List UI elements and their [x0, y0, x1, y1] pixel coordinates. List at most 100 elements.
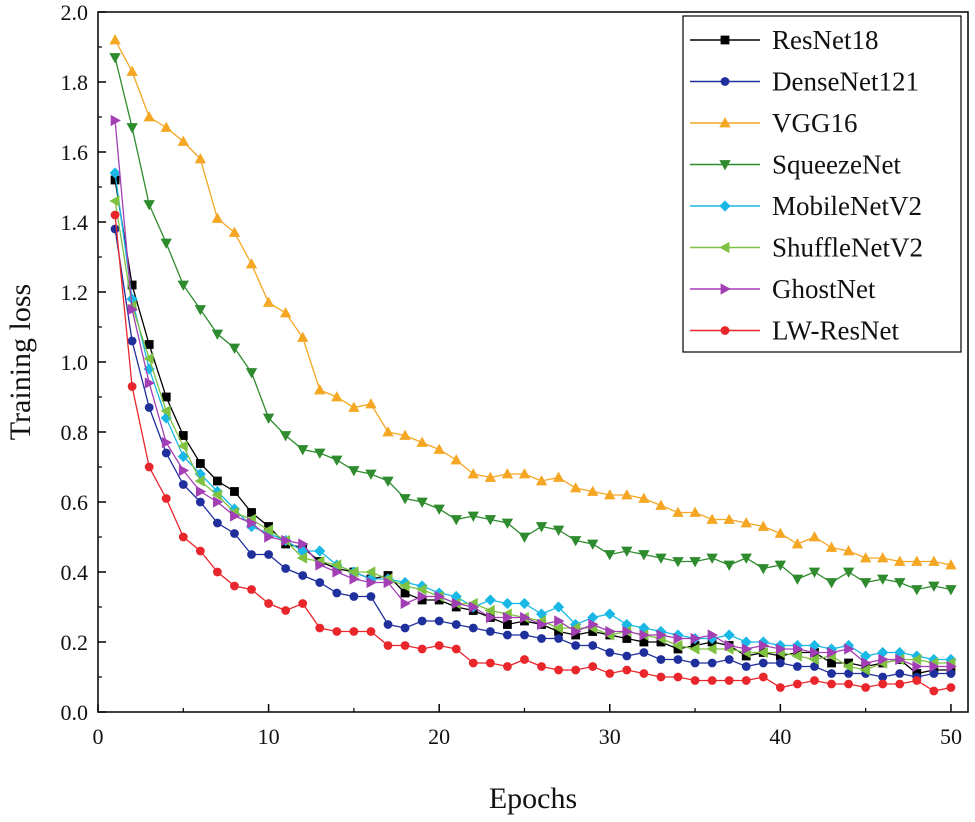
data-point-vgg16: [859, 552, 872, 563]
data-point-mobilenetv2: [501, 597, 513, 610]
data-point-shufflenetv2: [552, 622, 563, 634]
data-point-ghostnet: [895, 653, 906, 666]
data-point-squeezenet: [569, 536, 582, 547]
x-tick-label: 0: [93, 724, 104, 749]
y-tick-label: 0.0: [61, 700, 89, 725]
data-point-squeezenet: [143, 200, 155, 211]
data-point-densenet121: [554, 634, 563, 643]
data-point-lw-resnet: [929, 686, 939, 696]
data-point-ghostnet: [690, 632, 701, 645]
data-point-shufflenetv2: [348, 566, 359, 578]
data-point-densenet121: [758, 658, 768, 668]
data-point-densenet121: [144, 403, 154, 412]
data-point-lw-resnet: [349, 627, 359, 636]
data-point-vgg16: [757, 520, 769, 531]
data-point-lw-resnet: [195, 546, 205, 556]
data-point-vgg16: [126, 65, 138, 76]
data-point-shufflenetv2: [484, 604, 495, 617]
legend-item-densenet121: DenseNet121: [690, 67, 919, 97]
data-point-shufflenetv2: [808, 653, 819, 666]
y-tick-label: 1.0: [61, 350, 89, 375]
data-point-ghostnet: [827, 646, 838, 659]
data-point-lw-resnet: [417, 644, 427, 654]
data-point-squeezenet: [911, 585, 923, 596]
data-point-squeezenet: [433, 504, 445, 515]
data-point-lw-resnet: [520, 655, 529, 664]
data-point-squeezenet: [348, 466, 360, 477]
data-point-shufflenetv2: [262, 524, 273, 536]
data-point-shufflenetv2: [177, 440, 188, 452]
data-point-ghostnet: [247, 517, 258, 529]
legend-label: GhostNet: [772, 274, 876, 304]
legend-item-ghostnet: GhostNet: [690, 274, 876, 304]
data-point-vgg16: [621, 489, 633, 500]
data-point-ghostnet: [468, 601, 480, 613]
data-point-densenet121: [639, 648, 649, 657]
data-point-vgg16: [894, 555, 906, 566]
data-point-squeezenet: [757, 564, 769, 575]
data-point-vgg16: [552, 471, 565, 482]
legend-item-mobilenetv2: MobileNetV2: [690, 191, 922, 221]
data-point-ghostnet: [298, 538, 309, 550]
data-point-squeezenet: [604, 550, 616, 561]
legend-swatch-marker: [719, 117, 731, 128]
legend-swatch-marker: [720, 283, 731, 295]
data-point-lw-resnet: [434, 641, 444, 650]
data-point-densenet121: [315, 578, 325, 587]
data-point-resnet18: [178, 431, 188, 440]
data-point-vgg16: [279, 307, 292, 318]
data-point-lw-resnet: [775, 683, 785, 692]
data-point-mobilenetv2: [314, 545, 326, 557]
data-point-shufflenetv2: [672, 639, 683, 652]
data-point-vgg16: [467, 468, 479, 479]
data-point-lw-resnet: [673, 672, 683, 682]
data-point-squeezenet: [723, 560, 735, 571]
data-point-squeezenet: [535, 522, 548, 533]
data-point-ghostnet: [161, 436, 173, 449]
y-tick-label: 1.6: [61, 140, 89, 165]
legend-item-resnet18: ResNet18: [690, 25, 878, 55]
data-point-ghostnet: [554, 615, 565, 627]
data-point-lw-resnet: [110, 210, 120, 220]
data-point-vgg16: [416, 436, 428, 447]
data-point-squeezenet: [518, 532, 531, 543]
data-point-lw-resnet: [656, 672, 666, 682]
y-tick-label: 1.8: [61, 70, 89, 95]
data-point-shufflenetv2: [416, 583, 427, 596]
data-point-ghostnet: [946, 660, 957, 673]
y-tick-label: 0.6: [61, 490, 89, 515]
x-tick-label: 30: [599, 724, 621, 749]
data-point-lw-resnet: [810, 676, 819, 685]
data-point-densenet121: [298, 571, 308, 580]
data-point-densenet121: [707, 658, 717, 668]
data-point-vgg16: [399, 429, 411, 440]
series-lw-resnet: [110, 210, 956, 696]
data-point-densenet121: [383, 620, 393, 629]
data-point-densenet121: [366, 592, 376, 601]
data-point-densenet121: [332, 588, 342, 598]
data-point-vgg16: [245, 258, 258, 269]
data-point-mobilenetv2: [177, 450, 189, 463]
data-point-vgg16: [740, 517, 752, 528]
data-point-ghostnet: [383, 576, 394, 589]
data-point-ghostnet: [741, 643, 753, 655]
data-point-squeezenet: [842, 567, 855, 578]
legend-item-shufflenetv2: ShuffleNetV2: [690, 233, 923, 263]
data-point-squeezenet: [450, 515, 462, 526]
data-point-densenet121: [827, 669, 836, 678]
data-point-squeezenet: [552, 525, 565, 536]
data-point-lw-resnet: [400, 641, 410, 650]
data-point-squeezenet: [501, 518, 514, 529]
x-tick-label: 50: [940, 724, 962, 749]
data-point-densenet121: [195, 497, 205, 507]
legend-label: LW-ResNet: [772, 316, 899, 346]
data-point-ghostnet: [673, 632, 684, 645]
data-point-lw-resnet: [230, 581, 239, 591]
data-point-vgg16: [604, 489, 616, 500]
data-point-shufflenetv2: [211, 489, 222, 501]
legend: ResNet18 DenseNet121 VGG16 SqueezeNet Mobile…: [682, 15, 962, 353]
legend-label: MobileNetV2: [772, 191, 922, 221]
data-point-lw-resnet: [758, 672, 768, 682]
data-point-ghostnet: [861, 657, 872, 669]
data-point-lw-resnet: [707, 676, 717, 685]
